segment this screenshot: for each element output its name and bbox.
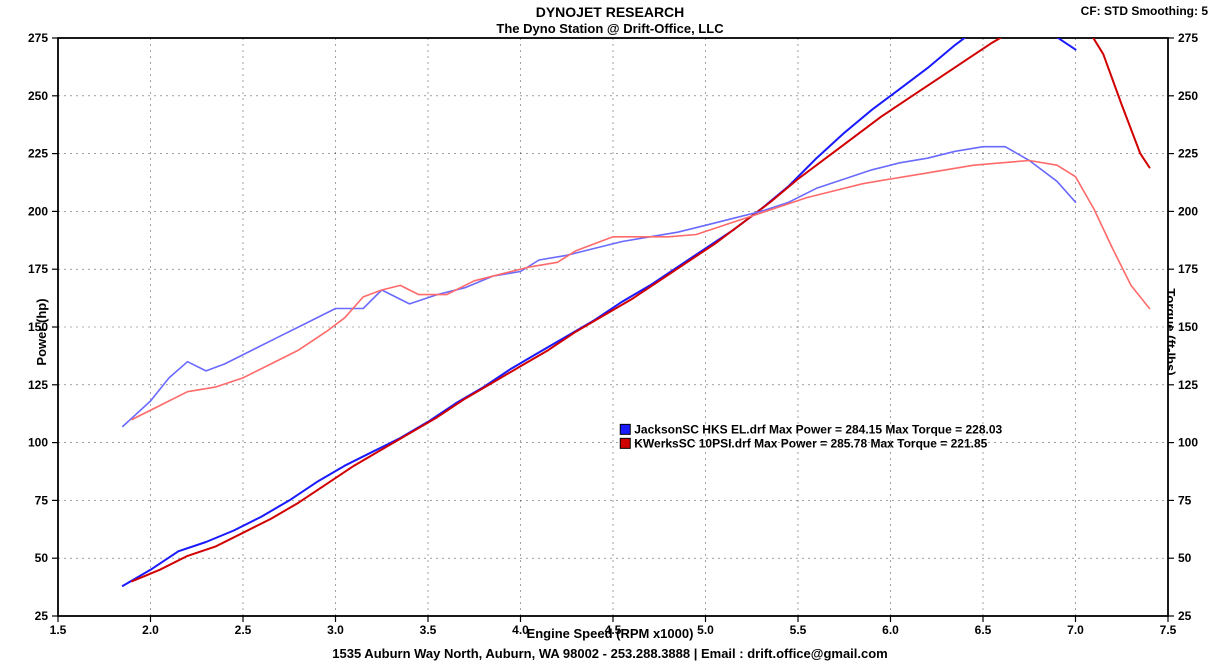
svg-text:200: 200: [1178, 204, 1198, 218]
svg-text:3.5: 3.5: [420, 623, 437, 637]
svg-text:250: 250: [28, 89, 48, 103]
svg-text:25: 25: [35, 609, 49, 623]
svg-text:KWerksSC 10PSI.drf Max Power =: KWerksSC 10PSI.drf Max Power = 285.78 Ma…: [634, 436, 987, 450]
svg-text:7.0: 7.0: [1067, 623, 1084, 637]
svg-text:200: 200: [28, 204, 48, 218]
footer-contact: 1535 Auburn Way North, Auburn, WA 98002 …: [0, 646, 1220, 661]
svg-text:6.5: 6.5: [975, 623, 992, 637]
dyno-chart-page: { "header": { "title1": "DYNOJET RESEARC…: [0, 0, 1220, 663]
svg-text:275: 275: [1178, 31, 1198, 45]
svg-text:75: 75: [35, 493, 49, 507]
svg-text:50: 50: [35, 551, 49, 565]
svg-text:150: 150: [28, 320, 48, 334]
svg-text:125: 125: [1178, 378, 1198, 392]
dyno-chart-svg: 1.52.02.53.03.54.04.55.05.56.06.57.07.52…: [0, 0, 1220, 663]
svg-text:3.0: 3.0: [327, 623, 344, 637]
svg-text:100: 100: [28, 436, 48, 450]
svg-text:275: 275: [28, 31, 48, 45]
svg-text:225: 225: [28, 147, 48, 161]
svg-text:225: 225: [1178, 147, 1198, 161]
svg-text:250: 250: [1178, 89, 1198, 103]
svg-text:6.0: 6.0: [882, 623, 899, 637]
svg-text:100: 100: [1178, 436, 1198, 450]
svg-text:1.5: 1.5: [50, 623, 67, 637]
svg-text:JacksonSC HKS EL.drf Max Power: JacksonSC HKS EL.drf Max Power = 284.15 …: [634, 422, 1002, 436]
svg-text:5.0: 5.0: [697, 623, 714, 637]
svg-text:5.5: 5.5: [790, 623, 807, 637]
svg-text:50: 50: [1178, 551, 1192, 565]
svg-text:7.5: 7.5: [1160, 623, 1177, 637]
svg-text:175: 175: [1178, 262, 1198, 276]
svg-text:2.0: 2.0: [142, 623, 159, 637]
svg-text:25: 25: [1178, 609, 1192, 623]
svg-text:150: 150: [1178, 320, 1198, 334]
svg-text:4.0: 4.0: [512, 623, 529, 637]
svg-text:4.5: 4.5: [605, 623, 622, 637]
svg-text:75: 75: [1178, 493, 1192, 507]
svg-text:2.5: 2.5: [235, 623, 252, 637]
svg-text:175: 175: [28, 262, 48, 276]
svg-text:125: 125: [28, 378, 48, 392]
